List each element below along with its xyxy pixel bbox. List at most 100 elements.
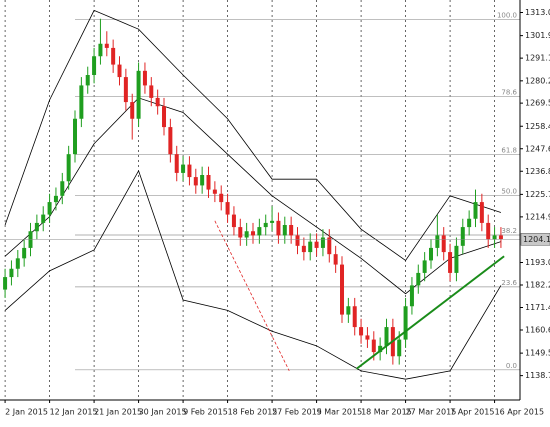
candle-body [174, 154, 179, 173]
candle-body [308, 241, 313, 253]
y-tick-label: 1149.50 [525, 349, 550, 358]
x-tick-label: 18 Mar 2015 [361, 408, 412, 417]
candle-body [53, 195, 58, 203]
candle-body [498, 235, 503, 240]
candle-body [85, 75, 90, 86]
axes: 1313.00 1301.90 1291.10 1280.20 1269.50 1258.… [4, 8, 550, 417]
y-tick-label: 1160.60 [525, 326, 550, 335]
y-tick-label: 1313.00 [525, 8, 550, 17]
x-tick-label: 21 Jan 2015 [94, 408, 142, 417]
candle-body [479, 202, 484, 223]
x-tick-label: 12 Jan 2015 [50, 408, 98, 417]
candle-body [282, 225, 287, 236]
candle-body [225, 202, 230, 215]
candle-body [397, 339, 402, 357]
fib-label: 78.6 [501, 88, 517, 96]
candle-body [136, 70, 141, 119]
last-price-box [520, 233, 550, 246]
candle-body [187, 164, 192, 178]
candle-body [92, 56, 97, 75]
candle-body [320, 237, 325, 248]
candle-body [384, 327, 389, 346]
x-tick-label: 9 Mar 2015 [317, 408, 363, 417]
candle-body [111, 47, 116, 65]
candle-body [435, 235, 440, 248]
candle-body [162, 106, 167, 128]
candle-body [231, 214, 236, 228]
candle-body [200, 175, 205, 186]
band-line [4, 169, 502, 380]
y-tick-label: 1236.80 [525, 167, 550, 176]
y-tick-label: 1269.50 [525, 99, 550, 108]
candle-body [238, 227, 243, 238]
candle-body [219, 193, 224, 203]
band-line [4, 9, 502, 261]
fib-label: 50.0 [501, 187, 517, 195]
candle-body [251, 231, 256, 236]
candle-body [473, 202, 478, 219]
plot [0, 9, 520, 380]
candle-body [352, 306, 357, 328]
y-tick-label: 1171.40 [525, 303, 550, 312]
candle-body [244, 231, 249, 238]
candle-body [378, 345, 383, 353]
candle-body [22, 247, 27, 259]
candle-body [41, 214, 46, 223]
candle-body [9, 268, 14, 278]
x-tick-label: 18 Feb 2015 [228, 408, 278, 417]
candle-body [47, 202, 52, 215]
candle-body [314, 241, 319, 248]
candle-body [441, 235, 446, 253]
candle-body [448, 252, 453, 273]
candle-body [15, 258, 20, 269]
candle-body [460, 227, 465, 246]
candle-body [409, 285, 414, 307]
candle-body [212, 189, 217, 194]
candle-body [168, 127, 173, 155]
y-tick-label: 1193.00 [525, 258, 550, 267]
x-tick-label: 7 Apr 2015 [450, 408, 494, 417]
candle-body [206, 175, 211, 190]
candle-body [486, 222, 491, 240]
candle-body [149, 85, 154, 98]
candle-body [66, 154, 71, 182]
y-tick-label: 1214.90 [525, 212, 550, 221]
last-price-label: 1204.14 [523, 235, 550, 244]
candle-body [295, 235, 300, 246]
x-tick-label: 27 Mar 2015 [406, 408, 457, 417]
x-tick-label: 30 Jan 2015 [139, 408, 187, 417]
y-tick-label: 1291.10 [525, 54, 550, 63]
x-tick-label: 27 Feb 2015 [272, 408, 322, 417]
x-tick-label: 9 Feb 2015 [183, 408, 228, 417]
candle-body [155, 97, 160, 107]
candle-body [257, 227, 262, 236]
candle-body [28, 231, 33, 248]
candle-body [130, 102, 135, 119]
candle-body [403, 306, 408, 340]
fib-label: 61.8 [501, 147, 517, 155]
candle-body [73, 118, 78, 155]
y-tick-label: 1247.60 [525, 144, 550, 153]
candle-body [371, 339, 376, 353]
fib-label: 100.0 [497, 12, 517, 20]
y-tick-label: 1258.40 [525, 122, 550, 131]
candle-body [422, 260, 427, 273]
y-tick-label: 1138.70 [525, 371, 550, 380]
fib-label: 0.0 [506, 362, 517, 370]
trendline [214, 220, 290, 372]
y-tick-label: 1280.20 [525, 76, 550, 85]
candle-body [142, 70, 147, 86]
candle-body [359, 327, 364, 336]
candle-body [181, 164, 186, 173]
x-tick-label: 2 Jan 2015 [5, 408, 48, 417]
candle-body [193, 177, 198, 186]
candle-body [301, 245, 306, 253]
candle-body [263, 222, 268, 228]
candle-body [117, 64, 122, 78]
candle-body [416, 272, 421, 286]
y-tick-label: 1182.20 [525, 281, 550, 290]
trendline [356, 255, 505, 370]
candle-body [340, 264, 345, 315]
